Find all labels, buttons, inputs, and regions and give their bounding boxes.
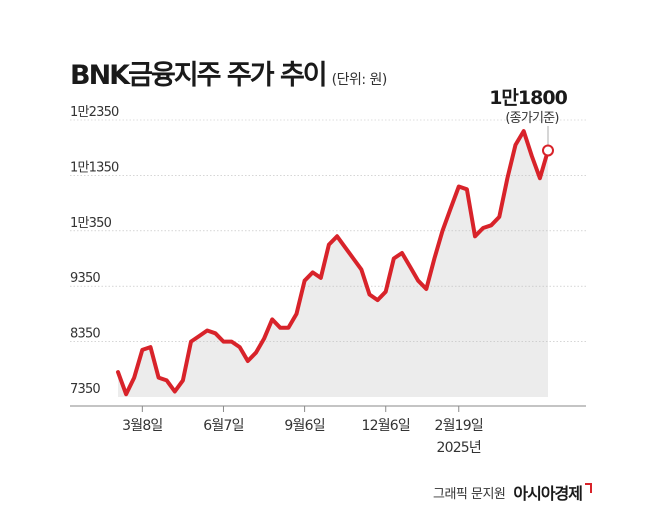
x-tick-sublabel: 2025년 — [436, 440, 481, 456]
area-fill — [118, 131, 548, 397]
x-tick-label: 2월19일 — [435, 418, 483, 434]
chart-title: BNK금융지주 주가 추이 — [70, 60, 328, 91]
y-tick-label: 9350 — [70, 271, 100, 286]
brand-mark-icon — [585, 483, 592, 493]
chart-header: BNK금융지주 주가 추이 (단위: 원) — [70, 53, 387, 92]
graphic-credit: 그래픽 문지원 — [432, 486, 506, 502]
x-tick-label: 6월7일 — [203, 418, 243, 434]
footer: 그래픽 문지원 아시아경제 — [433, 480, 592, 504]
unit-label: (단위: 원) — [331, 72, 388, 88]
x-tick-label: 3월8일 — [122, 418, 162, 434]
x-tick-label: 12월6일 — [361, 418, 409, 434]
y-tick-label: 1만350 — [70, 216, 112, 231]
price-line — [116, 129, 550, 397]
x-tick-label: 9월6일 — [284, 418, 324, 434]
last-point-marker — [542, 144, 554, 157]
y-tick-label: 1만2350 — [70, 105, 119, 120]
last-value-label: 1만1800 — [489, 87, 567, 109]
last-value-note: (종가기준) — [505, 111, 558, 126]
y-tick-label: 7350 — [70, 382, 100, 397]
brand-logo: 아시아경제 — [513, 484, 583, 503]
y-tick-label: 1만1350 — [70, 160, 119, 175]
y-tick-label: 8350 — [70, 327, 100, 342]
